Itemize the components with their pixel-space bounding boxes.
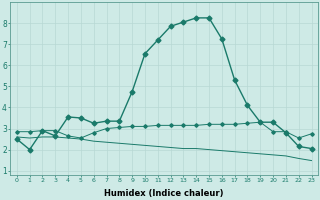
- X-axis label: Humidex (Indice chaleur): Humidex (Indice chaleur): [104, 189, 224, 198]
